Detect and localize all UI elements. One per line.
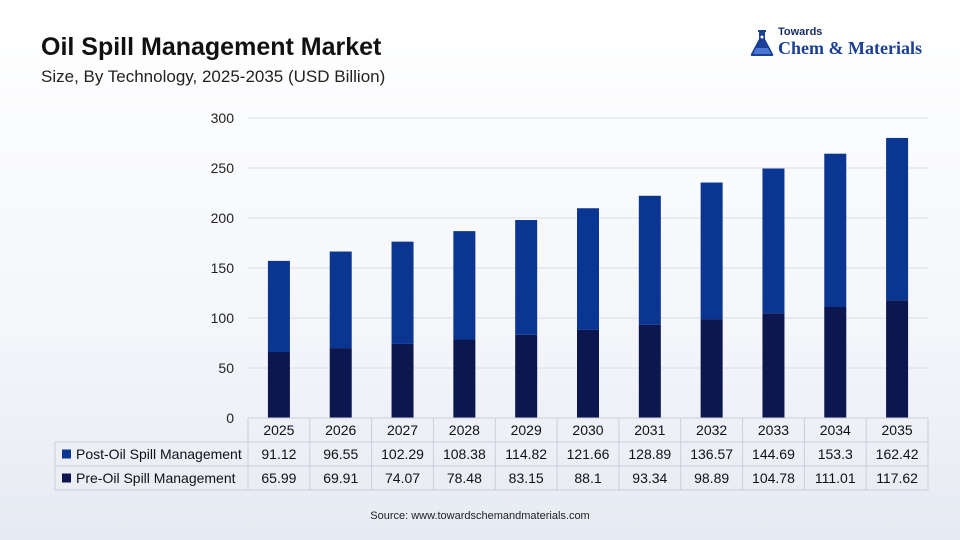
table-value: 114.82 <box>505 446 547 462</box>
bar-pre-segment <box>577 329 599 418</box>
table-value: 117.62 <box>876 470 918 486</box>
x-category-label: 2033 <box>758 422 789 438</box>
bar-post-segment <box>515 220 538 335</box>
y-tick-label: 100 <box>211 310 235 326</box>
bar-post-segment <box>391 241 414 344</box>
table-value: 162.42 <box>876 446 919 462</box>
logo-towards-text: Towards <box>778 26 823 38</box>
bar-pre-segment <box>453 339 476 418</box>
flask-icon <box>750 30 774 56</box>
bar-post-segment <box>700 182 723 320</box>
table-value: 121.66 <box>567 446 610 462</box>
bar-pre-segment <box>638 324 661 418</box>
x-category-label: 2026 <box>325 422 356 438</box>
bar-pre-segment <box>391 343 414 418</box>
table-value: 144.69 <box>752 446 795 462</box>
x-category-label: 2027 <box>387 422 418 438</box>
bar-post-segment <box>886 137 909 301</box>
bar-post-segment <box>329 251 352 349</box>
table-value: 74.07 <box>385 470 420 486</box>
logo-main-text: Chem & Materials <box>778 38 922 58</box>
bar-pre-segment <box>762 313 785 418</box>
chart-subtitle: Size, By Technology, 2025-2035 (USD Bill… <box>41 67 386 86</box>
table-value: 69.91 <box>323 470 358 486</box>
bar-post-segment <box>824 153 847 307</box>
legend-series-label: Post-Oil Spill Management <box>76 446 242 462</box>
bar-pre-segment <box>267 352 290 418</box>
y-tick-label: 250 <box>211 160 235 176</box>
bar-pre-segment <box>329 348 352 418</box>
table-value: 153.3 <box>818 446 853 462</box>
table-value: 96.55 <box>323 446 358 462</box>
y-tick-label: 150 <box>211 260 235 276</box>
table-value: 111.01 <box>815 470 856 486</box>
table-value: 104.78 <box>752 470 795 486</box>
table-value: 93.34 <box>632 470 667 486</box>
bar-pre-segment <box>515 334 538 418</box>
table-value: 128.89 <box>628 446 671 462</box>
table-value: 98.89 <box>694 470 729 486</box>
bar-pre-segment <box>700 319 723 418</box>
x-category-label: 2032 <box>696 422 727 438</box>
table-value: 108.38 <box>443 446 486 462</box>
table-value: 83.15 <box>509 470 544 486</box>
table-value: 102.29 <box>381 446 424 462</box>
bar-post-segment <box>762 168 785 314</box>
y-tick-label: 0 <box>226 410 234 426</box>
table-value: 136.57 <box>690 446 733 462</box>
bar-post-segment <box>577 208 599 330</box>
table-value: 78.48 <box>447 470 482 486</box>
x-category-label: 2025 <box>263 422 294 438</box>
x-category-label: 2034 <box>820 422 851 438</box>
legend-swatch-pre <box>62 473 71 483</box>
bar-pre-segment <box>824 306 847 418</box>
x-category-label: 2031 <box>634 422 665 438</box>
table-value: 88.1 <box>574 470 601 486</box>
legend-series-label: Pre-Oil Spill Management <box>76 470 236 486</box>
y-tick-label: 300 <box>211 110 235 126</box>
y-tick-label: 50 <box>218 360 234 376</box>
x-category-label: 2030 <box>572 422 603 438</box>
x-category-label: 2035 <box>882 422 913 438</box>
bar-pre-segment <box>886 300 909 418</box>
legend-swatch-post <box>62 449 71 459</box>
bar-post-segment <box>453 231 476 340</box>
source-note: Source: www.towardschemandmaterials.com <box>370 510 590 522</box>
table-value: 65.99 <box>261 470 296 486</box>
x-category-label: 2029 <box>511 422 542 438</box>
y-tick-label: 200 <box>211 210 235 226</box>
bar-post-segment <box>267 260 290 353</box>
chart-title: Oil Spill Management Market <box>41 33 382 61</box>
brand-logo: Towards Chem & Materials <box>748 26 938 66</box>
bar-post-segment <box>638 195 661 325</box>
table-value: 91.12 <box>261 446 296 462</box>
x-category-label: 2028 <box>449 422 480 438</box>
